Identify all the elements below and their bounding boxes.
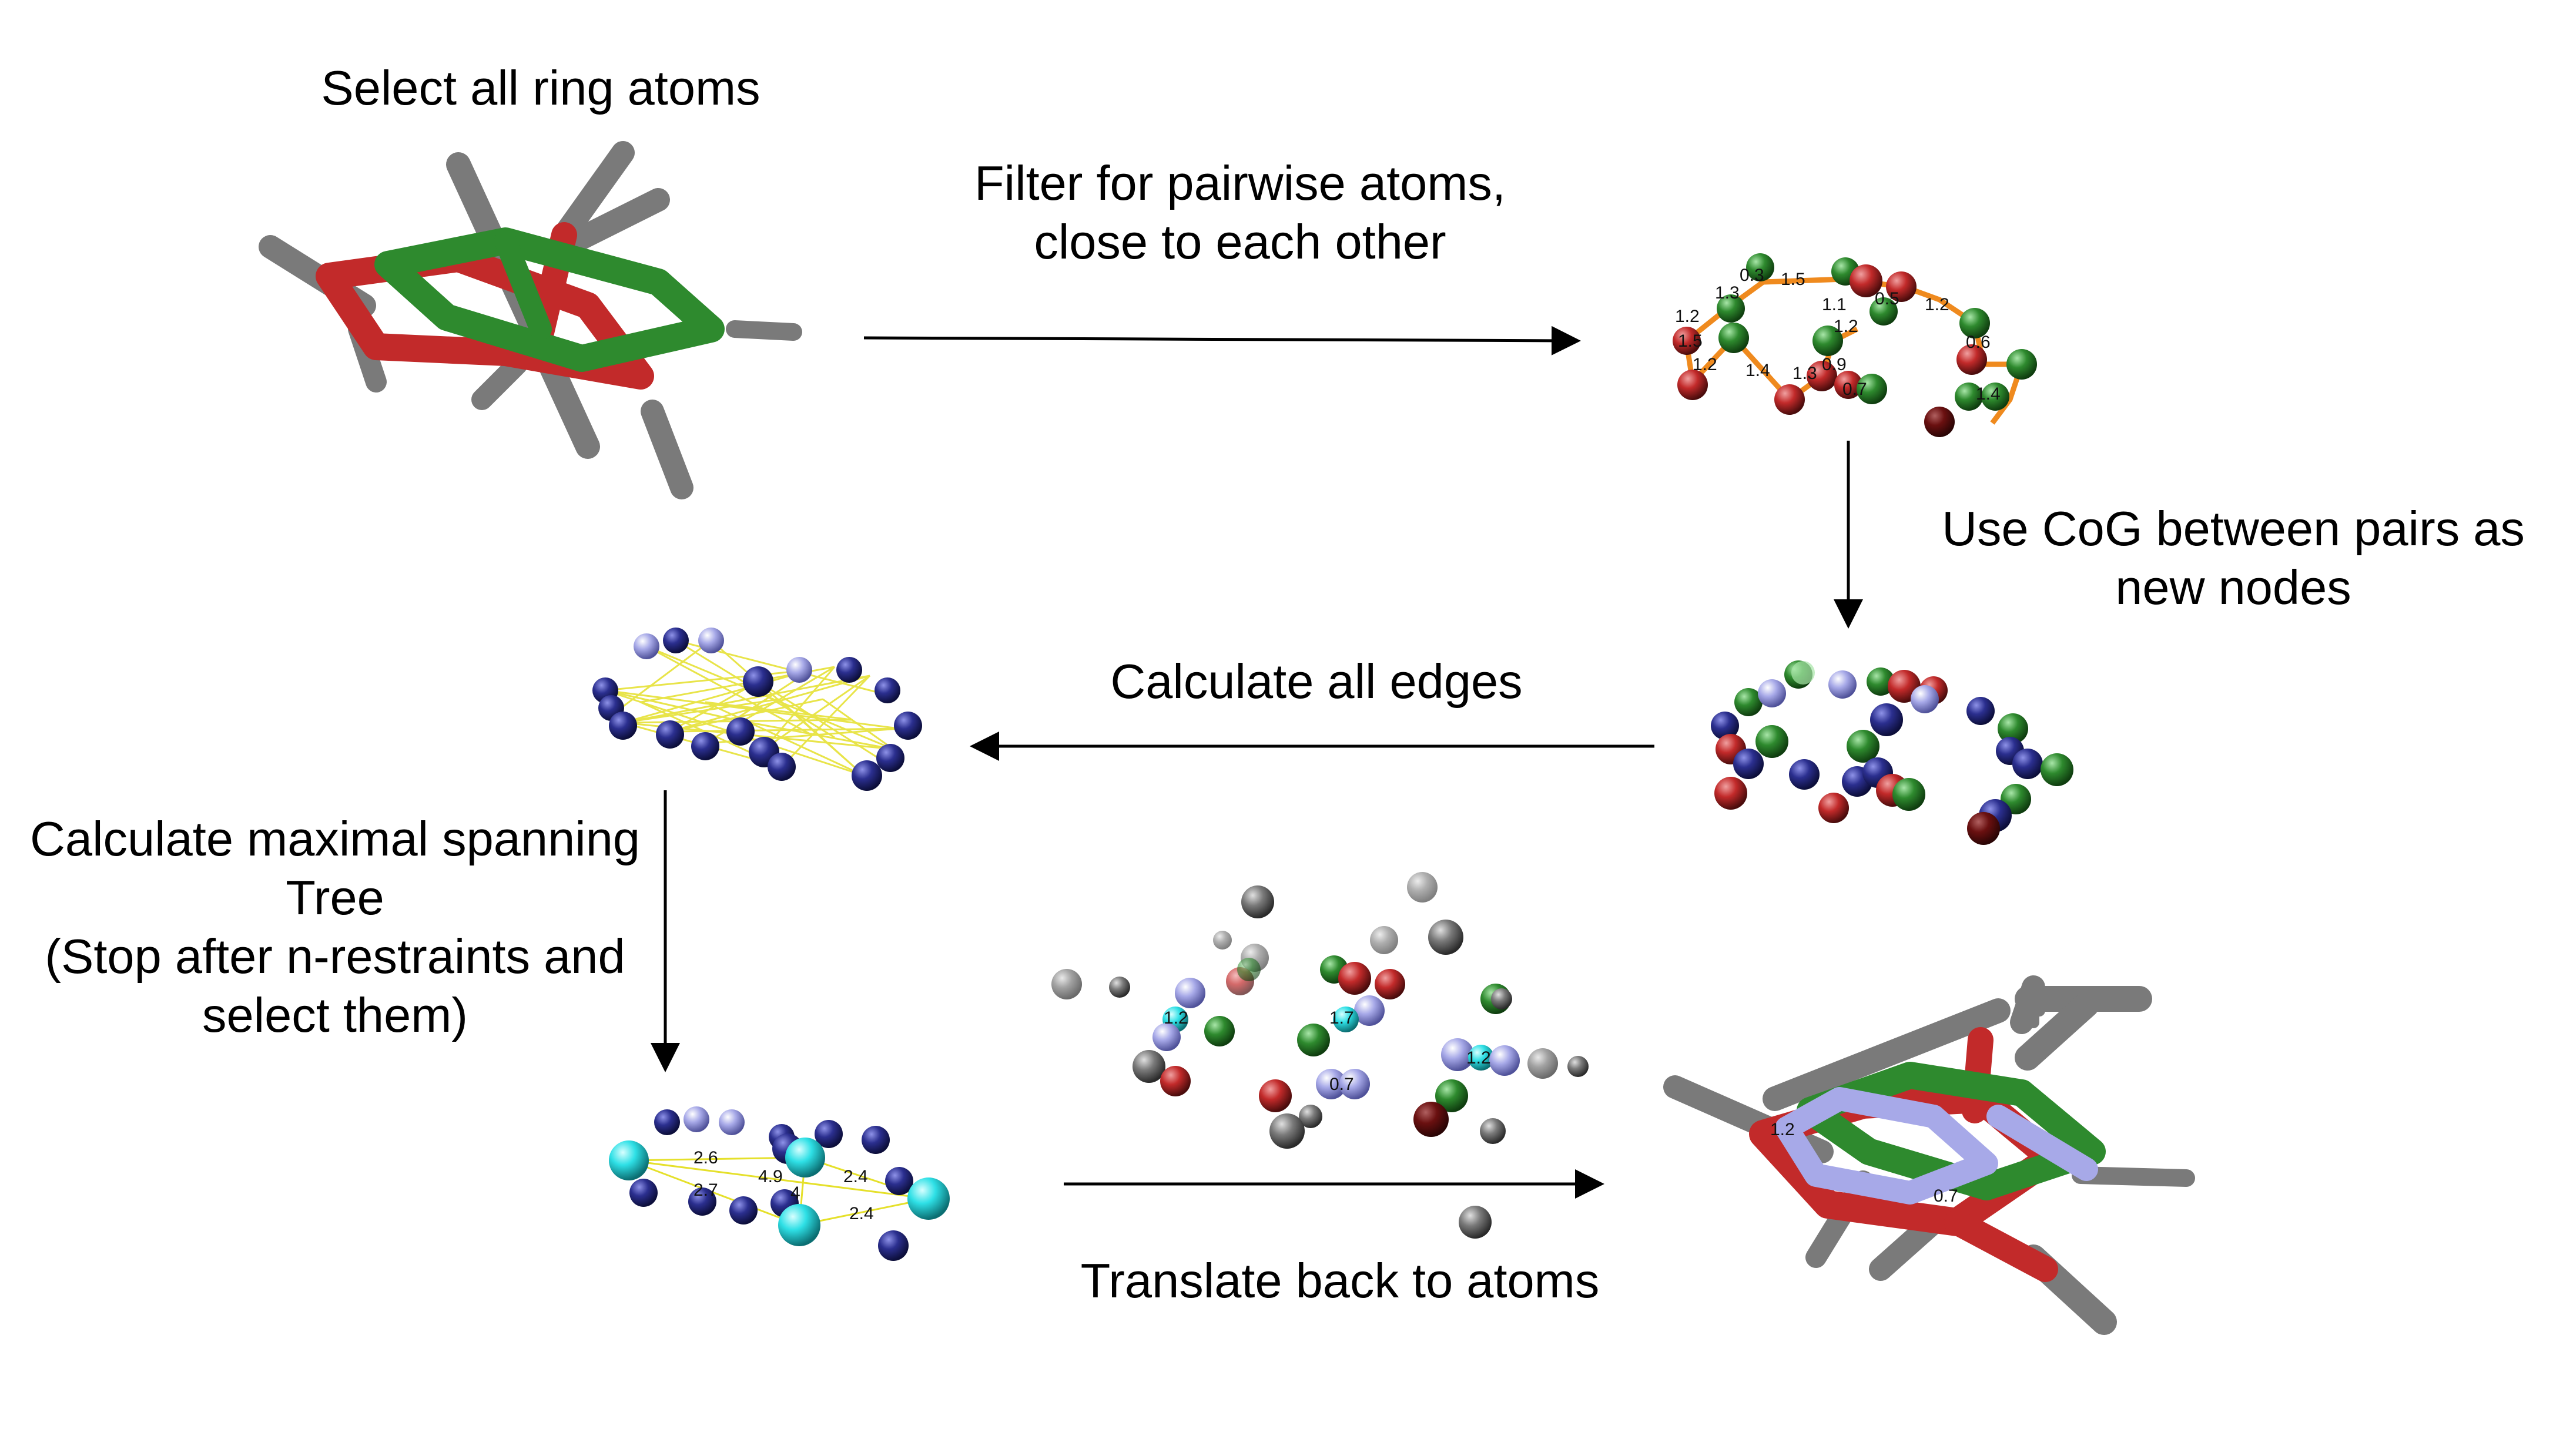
step-spanning-line3: (Stop after n-restraints and [45,929,625,984]
restraint-atoms: 1.2 1.7 0.7 1.2 [1051,872,1589,1239]
pair-graph: 1.2 1.3 0.3 1.5 1.1 0.5 1.2 1.5 1.2 1.2 … [1673,253,2037,437]
tree-weight-label: 2.4 [849,1204,874,1223]
final-distance-label: 1.2 [1770,1120,1795,1139]
step-edges-title: Calculate all edges [1110,654,1523,709]
step-spanning-line2: Tree [286,870,384,925]
tree-weight-label: 2.4 [843,1167,868,1186]
pair-distance-label: 1.3 [1715,283,1740,303]
step-filter-line1: Filter for pairwise atoms, [974,156,1506,210]
pair-distance-label: 1.5 [1678,331,1703,351]
pair-distance-label: 1.1 [1822,295,1847,314]
restraint-distance-label: 1.7 [1329,1008,1354,1028]
pair-distance-label: 1.2 [1925,295,1949,314]
tree-weight-label: 4 [790,1183,800,1203]
pair-distance-label: 1.5 [1781,270,1805,289]
cog-nodes [1711,660,2073,845]
step-spanning-line4: select them) [202,988,468,1042]
pair-distance-label: 1.2 [1693,355,1717,374]
pair-distance-label: 0.6 [1966,333,1991,352]
tree-weight-label: 2.6 [693,1148,718,1168]
step-select-title: Select all ring atoms [321,61,760,115]
step-spanning-label: Calculate maximal spanning Tree (Stop af… [12,810,658,1045]
step-edges-label: Calculate all edges [1046,652,1587,711]
step-cog-line2: new nodes [2115,560,2351,615]
tree-weight-label: 4.9 [758,1167,783,1186]
restraint-distance-label: 1.2 [1164,1008,1188,1028]
step-translate-title: Translate back to atoms [1080,1253,1600,1308]
step-filter-line2: close to each other [1034,214,1446,269]
edge-graph [592,628,922,791]
step-select-label: Select all ring atoms [276,59,805,118]
restraint-distance-label: 1.2 [1466,1048,1491,1068]
flow-arrows [651,326,1863,1199]
pair-distance-label: 1.4 [1745,361,1770,380]
step-translate-label: Translate back to atoms [1046,1252,1634,1310]
pair-distance-label: 1.2 [1675,307,1700,326]
final-distance-label: 0.7 [1934,1186,1958,1206]
step-cog-label: Use CoG between pairs as new nodes [1916,499,2551,617]
arrow-to-filter [863,326,1581,355]
pair-distance-label: 1.3 [1793,364,1817,383]
molecule-final: 1.2 0.7 [1663,975,2195,1335]
pair-distance-label: 0.3 [1740,266,1764,285]
molecule-initial [259,141,802,499]
restraint-distance-label: 0.7 [1329,1075,1354,1094]
step-spanning-line1: Calculate maximal spanning [29,811,641,866]
pair-distance-label: 0.5 [1875,289,1899,308]
tree-weight-label: 2.7 [693,1180,718,1200]
spanning-tree: 2.6 2.7 4.9 4 2.4 2.4 [609,1106,950,1261]
pair-distance-label: 1.4 [1976,384,2001,404]
pair-distance-label: 0.9 [1822,355,1847,374]
step-cog-line1: Use CoG between pairs as [1942,501,2525,556]
pair-distance-label: 1.2 [1834,317,1858,336]
step-filter-label: Filter for pairwise atoms, close to each… [917,154,1563,271]
pair-distance-label: 0.7 [1842,380,1867,399]
